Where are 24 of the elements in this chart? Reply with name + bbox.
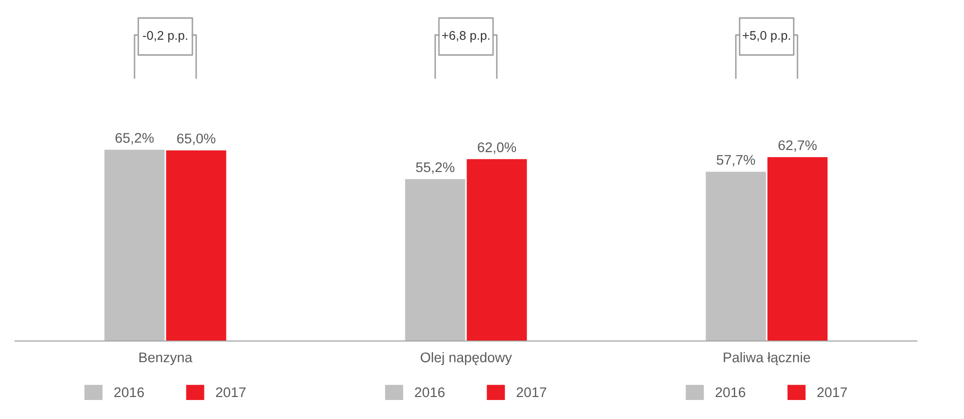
text: 2016 bbox=[716, 387, 746, 398]
data-label: 62,7% bbox=[778, 140, 817, 152]
x-tick-label: Paliwa łącznie bbox=[724, 352, 810, 366]
x-tick-label: Benzyna bbox=[139, 352, 192, 366]
bar bbox=[104, 150, 165, 341]
text: +5,0 p.p. bbox=[742, 31, 790, 42]
data-label: 65,0% bbox=[177, 134, 216, 146]
bar bbox=[706, 172, 766, 341]
x-tick-label: Olej napędowy bbox=[420, 352, 512, 366]
bar bbox=[166, 150, 226, 341]
data-label: 55,2% bbox=[416, 162, 454, 174]
text: 2017 bbox=[817, 387, 847, 398]
text: +6,8 p.p. bbox=[442, 31, 490, 42]
bar bbox=[405, 179, 466, 341]
text: 2017 bbox=[516, 387, 546, 398]
bar bbox=[466, 159, 527, 341]
data-label: 57,7% bbox=[716, 155, 756, 166]
data-label: 62,0% bbox=[478, 142, 516, 154]
legend-label: 2016 bbox=[114, 387, 144, 398]
bar bbox=[767, 157, 828, 341]
legend-label: 2017 bbox=[216, 387, 246, 398]
text: -0,2 p.p. bbox=[142, 31, 188, 42]
text: 2016 bbox=[414, 387, 445, 398]
data-label: 65,2% bbox=[116, 132, 154, 144]
